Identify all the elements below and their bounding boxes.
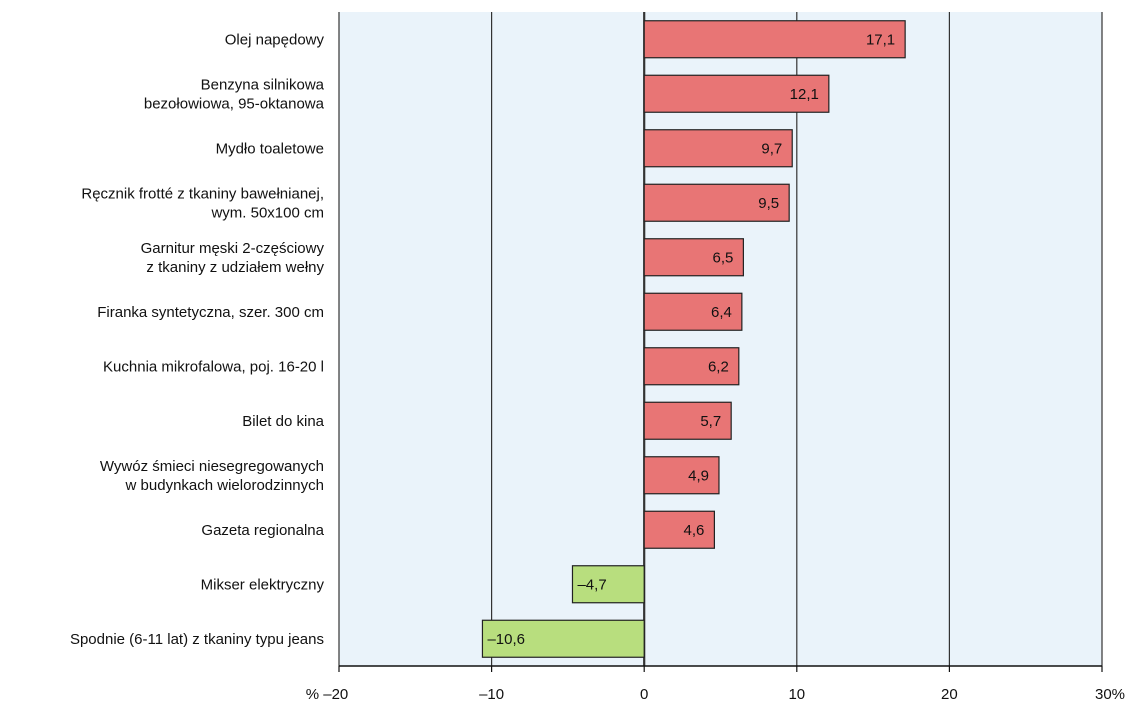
- bar: [643, 129, 793, 168]
- x-tick-label: % –20: [306, 686, 349, 703]
- category-label: Ręcznik frotté z tkaniny bawełnianej, wym…: [81, 185, 324, 221]
- x-tick-label: 30%: [1095, 686, 1125, 703]
- category-label: Spodnie (6-11 lat) z tkaniny typu jeans: [70, 631, 324, 648]
- category-labels: Olej napędowy Benzyna silnikowa bezołowiow…: [70, 31, 325, 648]
- x-tick-label: –10: [479, 686, 504, 703]
- category-label: Benzyna silnikowa bezołowiowa, 95-oktanow…: [144, 76, 325, 112]
- value-label: 5,7: [700, 413, 721, 430]
- bar: [643, 183, 790, 222]
- value-label: 9,5: [758, 195, 779, 212]
- value-label: 9,7: [761, 140, 782, 157]
- bars: 17,1 12,1 9,7 9,5 6,5 6,4 6,2 5,7 4,9 4,6 –4,7 –10,…: [481, 20, 906, 658]
- value-label: 4,9: [688, 467, 709, 484]
- value-label: 17,1: [866, 31, 895, 48]
- category-label: Wywóz śmieci niesegregowanych w budynkach…: [100, 458, 324, 494]
- bar: [643, 238, 744, 277]
- x-tick-label: 0: [640, 686, 648, 703]
- bar: [481, 619, 645, 658]
- category-label: Kuchnia mikrofalowa, poj. 16-20 l: [103, 358, 324, 375]
- bar: [643, 347, 740, 386]
- plot-background: [339, 12, 1102, 666]
- value-label: 6,2: [708, 358, 729, 375]
- category-label: Olej napędowy: [225, 31, 325, 48]
- bar: [643, 74, 830, 113]
- bar: [571, 565, 645, 604]
- x-tick-label: 20: [941, 686, 958, 703]
- bar: [643, 292, 743, 331]
- category-label: Mydło toaletowe: [216, 140, 324, 157]
- category-label: Gazeta regionalna: [201, 522, 324, 539]
- value-label: 6,4: [711, 304, 732, 321]
- value-label: 6,5: [713, 249, 734, 266]
- bar: [643, 20, 906, 59]
- value-label: –10,6: [487, 631, 525, 648]
- x-axis: % –20 –10 0 10 20 30%: [306, 665, 1125, 703]
- plot-area: [339, 12, 1102, 666]
- category-label: Garnitur męski 2-częściowy z tkaniny z ud…: [141, 240, 325, 276]
- bar: [643, 401, 732, 440]
- bar: [643, 456, 720, 495]
- category-label: Mikser elektryczny: [201, 576, 325, 593]
- x-tick-label: 10: [788, 686, 805, 703]
- bar: [643, 510, 715, 549]
- value-label: 4,6: [684, 522, 705, 539]
- category-label: Firanka syntetyczna, szer. 300 cm: [97, 304, 324, 321]
- value-label: –4,7: [577, 576, 606, 593]
- category-label: Bilet do kina: [242, 413, 324, 430]
- value-label: 12,1: [790, 86, 819, 103]
- grid-lines: [338, 12, 1103, 666]
